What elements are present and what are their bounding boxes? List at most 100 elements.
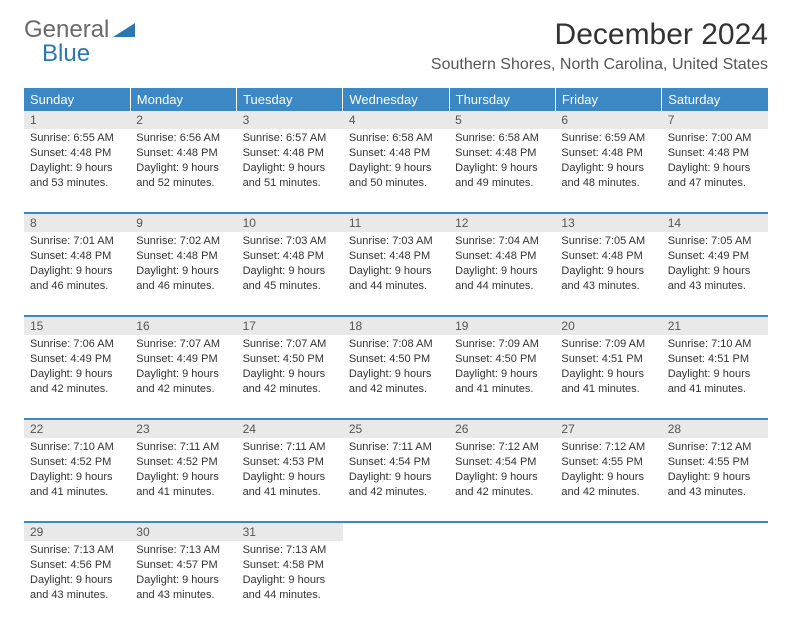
day-number-row: 22232425262728 bbox=[24, 419, 768, 438]
day-number-row: 293031 bbox=[24, 522, 768, 541]
sunrise-text: Sunrise: 7:07 AM bbox=[136, 337, 230, 352]
day-number: 18 bbox=[343, 316, 449, 335]
month-title: December 2024 bbox=[431, 18, 768, 52]
day-number: 30 bbox=[130, 522, 236, 541]
day-cell: Sunrise: 7:11 AMSunset: 4:54 PMDaylight:… bbox=[343, 438, 449, 522]
day-number bbox=[555, 522, 661, 541]
daylight-text: Daylight: 9 hours and 41 minutes. bbox=[136, 470, 230, 500]
day-cell: Sunrise: 7:10 AMSunset: 4:51 PMDaylight:… bbox=[662, 335, 768, 419]
day-cell: Sunrise: 7:06 AMSunset: 4:49 PMDaylight:… bbox=[24, 335, 130, 419]
day-number: 10 bbox=[237, 213, 343, 232]
sunset-text: Sunset: 4:48 PM bbox=[349, 249, 443, 264]
day-cell: Sunrise: 7:13 AMSunset: 4:57 PMDaylight:… bbox=[130, 541, 236, 625]
daylight-text: Daylight: 9 hours and 51 minutes. bbox=[243, 161, 337, 191]
sunset-text: Sunset: 4:50 PM bbox=[455, 352, 549, 367]
sunset-text: Sunset: 4:48 PM bbox=[561, 249, 655, 264]
day-cell: Sunrise: 6:57 AMSunset: 4:48 PMDaylight:… bbox=[237, 129, 343, 213]
sunset-text: Sunset: 4:55 PM bbox=[668, 455, 762, 470]
day-detail: Sunrise: 7:08 AMSunset: 4:50 PMDaylight:… bbox=[343, 335, 449, 400]
logo-word-1: General bbox=[24, 18, 109, 42]
daylight-text: Daylight: 9 hours and 43 minutes. bbox=[668, 264, 762, 294]
day-number: 8 bbox=[24, 213, 130, 232]
daylight-text: Daylight: 9 hours and 44 minutes. bbox=[455, 264, 549, 294]
daylight-text: Daylight: 9 hours and 43 minutes. bbox=[561, 264, 655, 294]
day-cell bbox=[662, 541, 768, 625]
sunrise-text: Sunrise: 7:12 AM bbox=[455, 440, 549, 455]
daylight-text: Daylight: 9 hours and 50 minutes. bbox=[349, 161, 443, 191]
day-cell: Sunrise: 7:13 AMSunset: 4:58 PMDaylight:… bbox=[237, 541, 343, 625]
day-detail: Sunrise: 7:09 AMSunset: 4:51 PMDaylight:… bbox=[555, 335, 661, 400]
sunset-text: Sunset: 4:52 PM bbox=[30, 455, 124, 470]
day-cell: Sunrise: 6:58 AMSunset: 4:48 PMDaylight:… bbox=[343, 129, 449, 213]
day-number: 25 bbox=[343, 419, 449, 438]
day-cell: Sunrise: 7:10 AMSunset: 4:52 PMDaylight:… bbox=[24, 438, 130, 522]
sunset-text: Sunset: 4:48 PM bbox=[455, 146, 549, 161]
day-body-row: Sunrise: 7:06 AMSunset: 4:49 PMDaylight:… bbox=[24, 335, 768, 419]
daylight-text: Daylight: 9 hours and 41 minutes. bbox=[455, 367, 549, 397]
day-number: 21 bbox=[662, 316, 768, 335]
day-detail: Sunrise: 7:11 AMSunset: 4:52 PMDaylight:… bbox=[130, 438, 236, 503]
daylight-text: Daylight: 9 hours and 41 minutes. bbox=[668, 367, 762, 397]
day-cell bbox=[343, 541, 449, 625]
day-cell: Sunrise: 6:55 AMSunset: 4:48 PMDaylight:… bbox=[24, 129, 130, 213]
day-detail: Sunrise: 7:04 AMSunset: 4:48 PMDaylight:… bbox=[449, 232, 555, 297]
sunset-text: Sunset: 4:48 PM bbox=[349, 146, 443, 161]
day-cell: Sunrise: 7:09 AMSunset: 4:50 PMDaylight:… bbox=[449, 335, 555, 419]
day-number bbox=[449, 522, 555, 541]
daylight-text: Daylight: 9 hours and 42 minutes. bbox=[243, 367, 337, 397]
day-number: 7 bbox=[662, 111, 768, 129]
daylight-text: Daylight: 9 hours and 45 minutes. bbox=[243, 264, 337, 294]
day-cell: Sunrise: 7:01 AMSunset: 4:48 PMDaylight:… bbox=[24, 232, 130, 316]
day-detail: Sunrise: 7:11 AMSunset: 4:53 PMDaylight:… bbox=[237, 438, 343, 503]
day-detail: Sunrise: 7:13 AMSunset: 4:58 PMDaylight:… bbox=[237, 541, 343, 606]
day-cell: Sunrise: 7:12 AMSunset: 4:55 PMDaylight:… bbox=[662, 438, 768, 522]
sunset-text: Sunset: 4:50 PM bbox=[349, 352, 443, 367]
sunrise-text: Sunrise: 7:10 AM bbox=[668, 337, 762, 352]
day-cell: Sunrise: 7:07 AMSunset: 4:49 PMDaylight:… bbox=[130, 335, 236, 419]
daylight-text: Daylight: 9 hours and 46 minutes. bbox=[136, 264, 230, 294]
day-header: Sunday bbox=[24, 88, 130, 111]
sunrise-text: Sunrise: 6:59 AM bbox=[561, 131, 655, 146]
daylight-text: Daylight: 9 hours and 53 minutes. bbox=[30, 161, 124, 191]
sunset-text: Sunset: 4:49 PM bbox=[30, 352, 124, 367]
sunset-text: Sunset: 4:48 PM bbox=[30, 249, 124, 264]
day-detail: Sunrise: 7:06 AMSunset: 4:49 PMDaylight:… bbox=[24, 335, 130, 400]
sunset-text: Sunset: 4:49 PM bbox=[136, 352, 230, 367]
sunrise-text: Sunrise: 7:02 AM bbox=[136, 234, 230, 249]
day-number: 1 bbox=[24, 111, 130, 129]
daylight-text: Daylight: 9 hours and 46 minutes. bbox=[30, 264, 124, 294]
logo: General Blue bbox=[24, 18, 135, 66]
day-number: 26 bbox=[449, 419, 555, 438]
day-number bbox=[662, 522, 768, 541]
daylight-text: Daylight: 9 hours and 47 minutes. bbox=[668, 161, 762, 191]
sunrise-text: Sunrise: 7:13 AM bbox=[30, 543, 124, 558]
day-number: 28 bbox=[662, 419, 768, 438]
day-number: 15 bbox=[24, 316, 130, 335]
sunrise-text: Sunrise: 7:01 AM bbox=[30, 234, 124, 249]
daylight-text: Daylight: 9 hours and 52 minutes. bbox=[136, 161, 230, 191]
day-body-row: Sunrise: 7:01 AMSunset: 4:48 PMDaylight:… bbox=[24, 232, 768, 316]
sunrise-text: Sunrise: 7:05 AM bbox=[668, 234, 762, 249]
daylight-text: Daylight: 9 hours and 42 minutes. bbox=[349, 470, 443, 500]
day-number: 5 bbox=[449, 111, 555, 129]
day-cell: Sunrise: 7:08 AMSunset: 4:50 PMDaylight:… bbox=[343, 335, 449, 419]
day-cell bbox=[449, 541, 555, 625]
day-detail: Sunrise: 7:13 AMSunset: 4:56 PMDaylight:… bbox=[24, 541, 130, 606]
sunrise-text: Sunrise: 6:56 AM bbox=[136, 131, 230, 146]
day-detail: Sunrise: 7:03 AMSunset: 4:48 PMDaylight:… bbox=[343, 232, 449, 297]
daylight-text: Daylight: 9 hours and 49 minutes. bbox=[455, 161, 549, 191]
sunrise-text: Sunrise: 7:13 AM bbox=[136, 543, 230, 558]
day-cell: Sunrise: 7:05 AMSunset: 4:49 PMDaylight:… bbox=[662, 232, 768, 316]
sunset-text: Sunset: 4:48 PM bbox=[136, 146, 230, 161]
day-detail: Sunrise: 7:11 AMSunset: 4:54 PMDaylight:… bbox=[343, 438, 449, 503]
sunrise-text: Sunrise: 6:55 AM bbox=[30, 131, 124, 146]
day-header: Thursday bbox=[449, 88, 555, 111]
sunrise-text: Sunrise: 7:13 AM bbox=[243, 543, 337, 558]
day-number: 13 bbox=[555, 213, 661, 232]
day-number: 19 bbox=[449, 316, 555, 335]
sunset-text: Sunset: 4:48 PM bbox=[30, 146, 124, 161]
day-header: Friday bbox=[555, 88, 661, 111]
day-number: 16 bbox=[130, 316, 236, 335]
day-detail: Sunrise: 7:09 AMSunset: 4:50 PMDaylight:… bbox=[449, 335, 555, 400]
day-number: 27 bbox=[555, 419, 661, 438]
